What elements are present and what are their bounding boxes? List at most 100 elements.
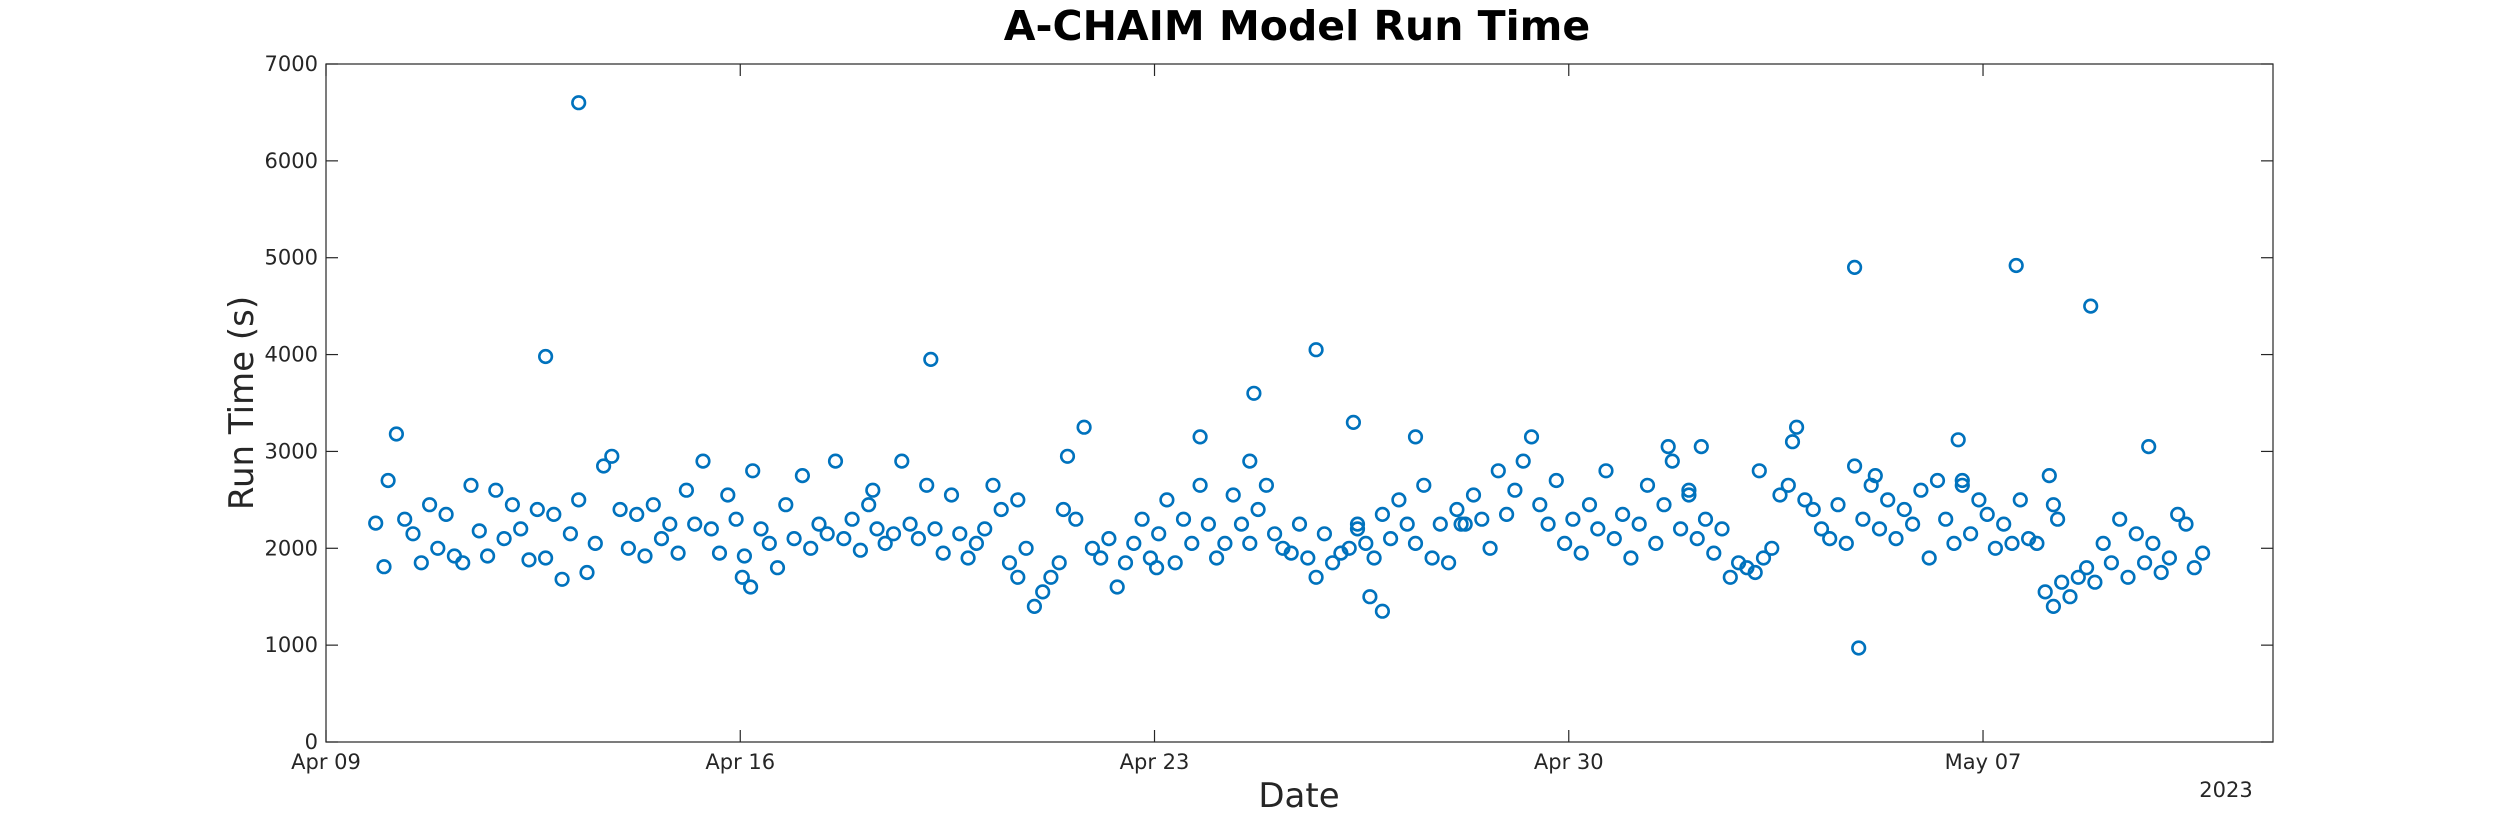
data-point <box>2087 574 2103 590</box>
data-point <box>1880 492 1896 508</box>
data-point <box>865 482 881 498</box>
data-point <box>1101 530 1117 547</box>
data-point <box>1681 487 1697 503</box>
data-point <box>1515 453 1531 469</box>
data-point <box>1867 468 1883 484</box>
data-point <box>1681 482 1697 498</box>
data-point <box>1250 501 1266 518</box>
data-point <box>1035 584 1051 600</box>
data-point <box>1946 535 1962 552</box>
data-point <box>2153 564 2169 581</box>
data-point <box>1242 535 1258 552</box>
data-point <box>1979 506 1995 523</box>
data-point <box>562 526 579 542</box>
data-point <box>1449 501 1465 518</box>
data-point <box>1523 429 1540 445</box>
data-point <box>819 526 835 542</box>
data-point <box>811 516 827 532</box>
y-tick-label: 5000 <box>265 246 318 270</box>
data-point <box>1896 501 1912 518</box>
data-point <box>1689 530 1705 547</box>
x-tick-label: Apr 30 <box>1534 750 1604 774</box>
data-point <box>1051 555 1067 571</box>
data-point <box>1308 569 1324 585</box>
data-point <box>1453 516 1469 532</box>
data-point <box>1954 477 1970 493</box>
data-point <box>1225 487 1241 503</box>
data-point <box>1714 521 1730 537</box>
data-point <box>1358 535 1374 552</box>
data-point <box>993 501 1009 518</box>
data-point <box>595 458 612 474</box>
data-point <box>1416 477 1432 493</box>
data-point <box>1755 550 1772 566</box>
data-point <box>2161 550 2177 566</box>
data-point <box>1246 385 1262 401</box>
data-point <box>836 530 852 547</box>
data-point <box>827 453 844 469</box>
x-axis-label: Date <box>1258 776 1339 816</box>
data-point <box>1697 511 1714 527</box>
data-point <box>1059 448 1076 464</box>
data-point <box>1904 516 1921 532</box>
data-point <box>786 530 802 547</box>
data-point <box>2079 560 2095 576</box>
data-point <box>1851 640 1867 656</box>
y-tick-label: 6000 <box>265 149 318 173</box>
data-point <box>2095 535 2111 552</box>
year-label: 2023 <box>2199 778 2252 802</box>
data-point <box>1888 530 1904 547</box>
x-tick-label: Apr 09 <box>291 750 361 774</box>
data-point <box>438 506 454 523</box>
data-point <box>852 542 869 558</box>
data-point <box>653 530 670 547</box>
data-point <box>1490 463 1506 479</box>
data-point <box>1764 540 1780 556</box>
data-point <box>1606 530 1622 547</box>
data-point <box>728 511 744 527</box>
data-point <box>1407 429 1424 445</box>
data-point <box>1349 521 1366 537</box>
data-point <box>943 487 960 503</box>
data-point <box>1954 472 1970 489</box>
data-point <box>1217 535 1233 552</box>
data-point <box>2062 589 2078 605</box>
data-point <box>1871 521 1888 537</box>
data-point <box>2029 535 2045 552</box>
data-point <box>620 540 637 556</box>
data-point <box>968 535 985 552</box>
data-point <box>1540 516 1556 532</box>
data-point <box>455 555 471 571</box>
data-point <box>1838 535 1854 552</box>
data-point <box>2070 569 2086 585</box>
x-tick-label: Apr 16 <box>705 750 775 774</box>
data-point <box>2145 535 2161 552</box>
data-point <box>1987 540 2003 556</box>
data-point <box>902 516 918 532</box>
data-point <box>761 535 777 552</box>
data-point <box>1722 569 1738 585</box>
data-point <box>1660 439 1676 455</box>
data-point <box>1921 550 1937 566</box>
y-tick-label: 0 <box>305 730 318 754</box>
data-point <box>629 506 645 523</box>
data-point <box>1266 526 1283 542</box>
data-point <box>1407 535 1424 552</box>
data-point <box>1341 540 1357 556</box>
y-axis-label: Run Time (s) <box>222 296 262 510</box>
data-point <box>1440 555 1457 571</box>
data-point <box>2178 516 2194 532</box>
data-point <box>1498 506 1515 523</box>
data-point <box>985 477 1001 493</box>
data-point <box>1938 511 1954 527</box>
data-point <box>1242 453 1258 469</box>
data-point <box>1126 535 1142 552</box>
data-point <box>1465 487 1482 503</box>
data-point <box>1813 521 1830 537</box>
data-point <box>579 564 595 581</box>
data-point <box>397 511 413 527</box>
data-point <box>1631 516 1647 532</box>
data-point <box>1950 432 1966 448</box>
data-point <box>1706 545 1722 561</box>
